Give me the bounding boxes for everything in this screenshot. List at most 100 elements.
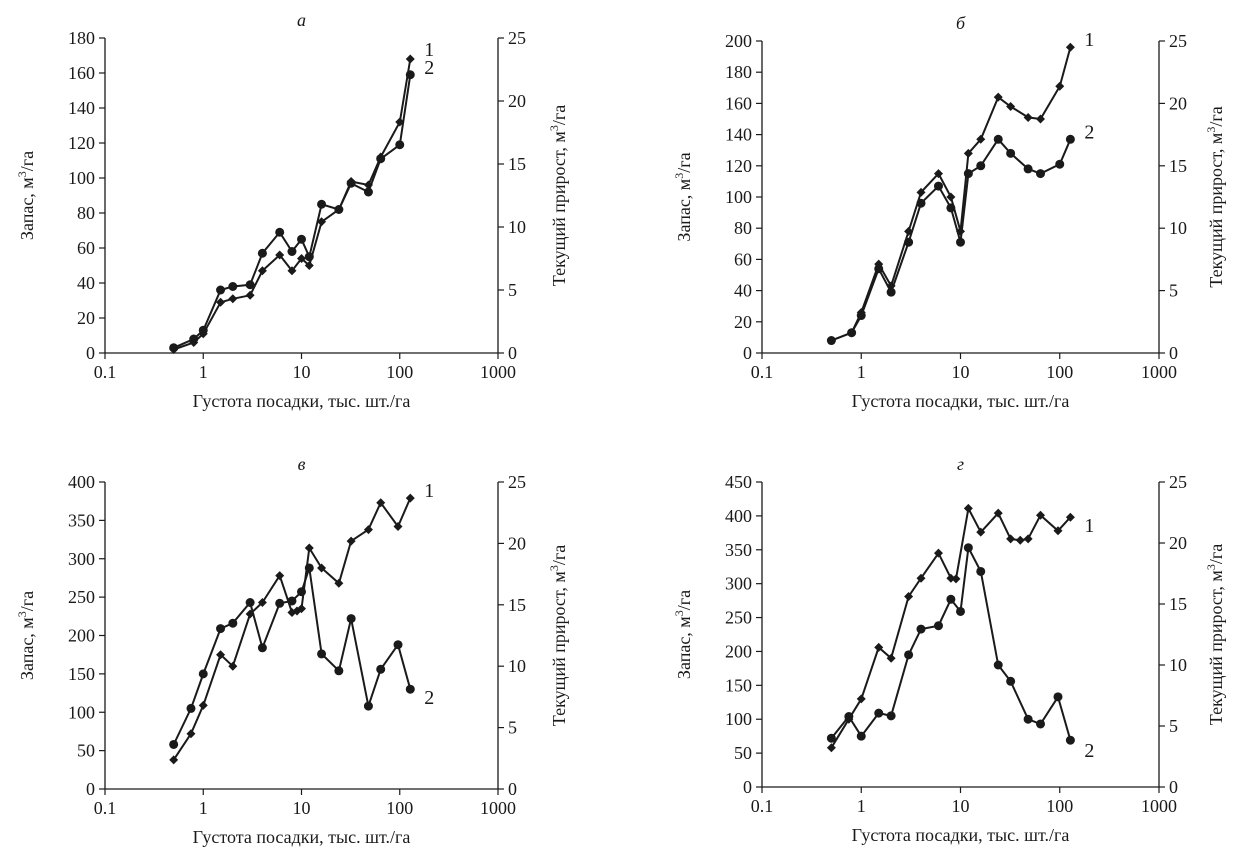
series-2-point [334, 666, 344, 676]
series-2-point [826, 733, 836, 743]
y-tick-label: 400 [68, 472, 95, 492]
series-2-point [334, 205, 344, 214]
series-2-point [304, 252, 314, 262]
y-tick-label: 0 [86, 779, 95, 799]
series-1-point [275, 250, 285, 260]
series-2-point [847, 328, 857, 338]
series-2-point [198, 669, 208, 679]
y2-tick-label: 15 [1169, 156, 1187, 176]
y-tick-label: 0 [86, 343, 95, 363]
x-tick-label: 1000 [1141, 796, 1177, 816]
series-2-point [363, 701, 373, 711]
series-1-point [216, 650, 226, 660]
y2-tick-label: 25 [1169, 472, 1187, 492]
series-1-point [946, 192, 956, 202]
y-tick-label: 400 [725, 506, 752, 526]
series-1-point [216, 297, 226, 307]
y-tick-label: 80 [734, 218, 752, 238]
x-tick-label: 1000 [480, 798, 516, 818]
x-tick-label: 100 [1046, 796, 1073, 816]
panel-title: б [956, 13, 966, 33]
series-2-point [946, 594, 956, 604]
series-2-point [257, 643, 267, 653]
series-2-point [275, 227, 285, 237]
y-tick-label: 50 [77, 741, 95, 761]
y2-tick-label: 10 [508, 656, 526, 676]
y-tick-label: 100 [68, 168, 95, 188]
chart-panel-2: 0.1 1 10 100 1000020406080100120140160180200… [672, 13, 1226, 411]
series-2-point [346, 614, 356, 624]
series-1-point [933, 548, 943, 558]
y-tick-label: 180 [725, 62, 752, 82]
series-2-point [393, 640, 403, 650]
y-tick-label: 40 [734, 281, 752, 301]
y-tick-label: 450 [725, 472, 752, 492]
x-tick-label: 0.1 [94, 362, 117, 382]
series-2-point [946, 203, 956, 213]
x-tick-label: 10 [952, 362, 970, 382]
series-2-point [346, 178, 356, 188]
y2-tick-label: 20 [508, 533, 526, 553]
series-2-point [916, 198, 926, 208]
x-tick-label: 1 [857, 362, 866, 382]
y2-tick-label: 0 [1169, 777, 1178, 797]
series-2-label: 2 [424, 687, 434, 709]
series-2-point [956, 237, 965, 247]
series-2-point [963, 169, 973, 179]
series-2-point [297, 587, 306, 597]
y-tick-label: 150 [725, 675, 752, 695]
y-tick-label: 80 [77, 203, 95, 223]
series-1-point [287, 266, 297, 276]
series-1-point [1065, 42, 1075, 52]
series-1-point [1023, 534, 1033, 544]
x-axis-title: Густота посадки, тыс. шт./га [852, 825, 1070, 845]
series-1-point [916, 573, 926, 583]
x-tick-label: 10 [293, 362, 311, 382]
y-tick-label: 100 [725, 709, 752, 729]
series-1-point [1023, 112, 1033, 122]
series-2-point [297, 234, 306, 244]
series-2-line [173, 74, 412, 349]
series-2-point [169, 343, 179, 353]
series-2-point [228, 282, 238, 291]
y2-tick-label: 10 [1169, 655, 1187, 675]
y-tick-label: 300 [725, 574, 752, 594]
x-tick-label: 1 [199, 362, 208, 382]
series-2-point [1036, 719, 1046, 729]
y2-axis-title: Текущий прирост, м3/га [1204, 544, 1226, 725]
series-1-point [198, 700, 208, 710]
y-tick-label: 300 [68, 549, 95, 569]
series-2-point [169, 739, 179, 749]
panel-title: а [297, 10, 306, 30]
series-1-point [405, 493, 415, 503]
series-2-point [844, 712, 854, 722]
series-1-point [1006, 534, 1016, 544]
series-1-point [334, 578, 344, 588]
series-2-point [186, 703, 196, 713]
series-1-point [297, 254, 306, 263]
y2-tick-label: 0 [1169, 343, 1178, 363]
series-1-point [874, 642, 884, 652]
y-axis-title: Запас, м3/га [15, 591, 37, 680]
series-1-point [228, 661, 238, 671]
x-axis-title: Густота посадки, тыс. шт./га [852, 391, 1070, 411]
series-2-point [395, 140, 405, 150]
y-tick-label: 120 [68, 133, 95, 153]
series-2-point [933, 181, 943, 191]
y-tick-label: 160 [725, 93, 752, 113]
series-2-point [1053, 692, 1063, 702]
y2-tick-label: 20 [1169, 533, 1187, 553]
series-2-label: 2 [424, 57, 434, 79]
y-tick-label: 150 [68, 664, 95, 684]
series-1-point [1055, 81, 1065, 91]
series-2-point [216, 624, 226, 634]
series-2-point [1023, 164, 1033, 174]
chart-panel-4: 0.1 1 10 100 1000050100150200250300350400450… [672, 454, 1226, 845]
series-1-point [257, 597, 267, 607]
x-tick-label: 1 [199, 798, 208, 818]
series-2-point [856, 731, 866, 741]
series-2-point [886, 287, 896, 297]
series-1-point [1006, 102, 1016, 112]
series-1-point [393, 522, 403, 532]
